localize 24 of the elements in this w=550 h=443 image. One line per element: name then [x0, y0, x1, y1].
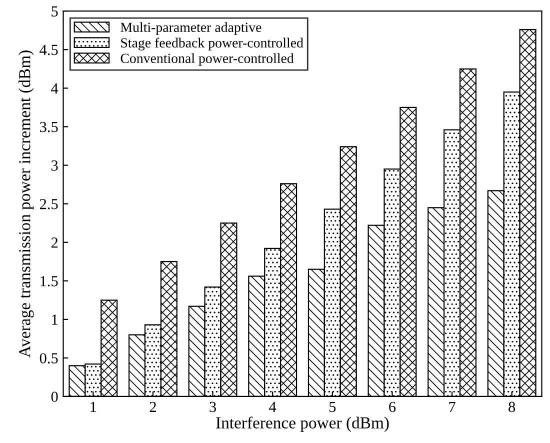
y-tick-label: 1.5 [40, 276, 58, 286]
y-tick-label: 2 [51, 238, 58, 248]
x-axis-title: Interference power (dBm) [216, 416, 389, 432]
y-tick-label: 0.5 [40, 353, 58, 364]
y-tick-label: 0 [51, 392, 58, 402]
x-tick-label: 8 [508, 402, 516, 412]
y-tick-label: 2.5 [40, 198, 58, 210]
y-axis-title: Average transmission power increment (dBm) [18, 50, 34, 358]
legend-label: Multi-parameter adaptive [120, 22, 262, 35]
legend-label: Conventional power-controlled [120, 53, 294, 66]
x-tick-label: 1 [90, 402, 96, 412]
x-tick-label: 4 [269, 402, 276, 412]
y-tick-label: 4.5 [40, 44, 58, 56]
y-tick-label: 4 [51, 83, 58, 94]
y-tick-label: 3.5 [40, 122, 58, 132]
x-tick-label: 6 [389, 402, 396, 412]
x-tick-label: 7 [449, 402, 456, 412]
y-tick-label: 5 [52, 6, 58, 17]
x-tick-label: 3 [210, 402, 216, 412]
x-tick-label: 5 [329, 402, 336, 412]
legend-label: Stage feedback power-controlled [121, 38, 304, 50]
x-tick-label: 2 [150, 402, 156, 412]
y-tick-label: 3 [51, 160, 58, 171]
y-tick-label: 1 [52, 314, 58, 325]
